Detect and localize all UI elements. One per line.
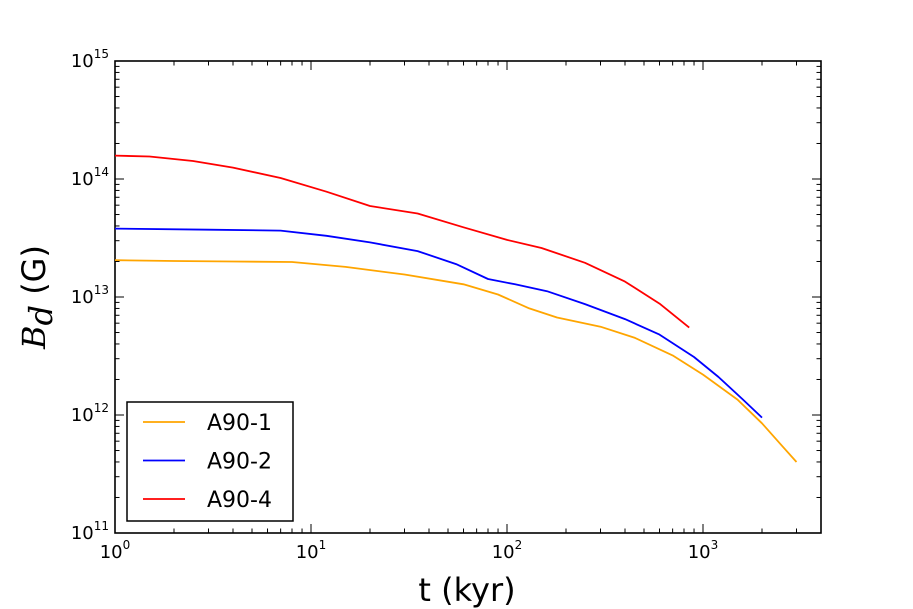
legend: A90-1 A90-2 A90-4	[126, 401, 294, 522]
x-tick-label: 100	[100, 538, 131, 563]
x-tick-label: 103	[688, 538, 719, 563]
y-axis-label-subscript: d	[22, 305, 60, 325]
x-tick-label-base: 10	[492, 542, 515, 563]
x-tick-label-base: 10	[100, 542, 123, 563]
series-group	[114, 154, 798, 463]
x-tick-label-exp: 0	[123, 538, 131, 552]
y-tick-label-exp: 14	[94, 165, 109, 179]
x-tick-label-exp: 2	[515, 538, 523, 552]
y-tick-label: 1014	[71, 165, 109, 190]
x-tick-label-base: 10	[688, 542, 711, 563]
y-axis-label-symbol: B	[15, 325, 53, 350]
y-tick-label-base: 10	[71, 523, 94, 544]
y-tick-label-base: 10	[71, 405, 94, 426]
y-tick-label-base: 10	[71, 51, 94, 72]
y-tick-label-exp: 13	[94, 283, 109, 297]
y-tick-label-exp: 15	[94, 47, 109, 61]
y-tick-label-exp: 12	[94, 401, 109, 415]
y-tick-label: 1013	[71, 283, 109, 308]
y-axis-label-unit: (G)	[15, 245, 53, 305]
x-tick-label-base: 10	[296, 542, 319, 563]
x-tick-label-exp: 3	[711, 538, 719, 552]
legend-label-a90-1: A90-1	[207, 411, 272, 436]
y-tick-label-base: 10	[71, 169, 94, 190]
x-tick-label: 101	[296, 538, 327, 563]
x-tick-label: 102	[492, 538, 523, 563]
series-line-a90-1	[114, 259, 798, 463]
y-tick-label: 1011	[71, 519, 109, 544]
x-tick-label-exp: 1	[319, 538, 327, 552]
y-tick-label: 1012	[71, 401, 109, 426]
ticks-group	[114, 60, 822, 534]
y-tick-label-exp: 11	[94, 519, 109, 533]
y-tick-label-base: 10	[71, 287, 94, 308]
y-tick-label: 1015	[71, 47, 109, 72]
legend-label-a90-4: A90-4	[207, 488, 272, 513]
series-line-a90-4	[114, 154, 690, 329]
y-axis-label: Bd (G)	[15, 245, 60, 350]
legend-label-a90-2: A90-2	[207, 450, 272, 475]
series-line-a90-2	[114, 227, 763, 419]
x-axis-label: t (kyr)	[418, 571, 515, 609]
